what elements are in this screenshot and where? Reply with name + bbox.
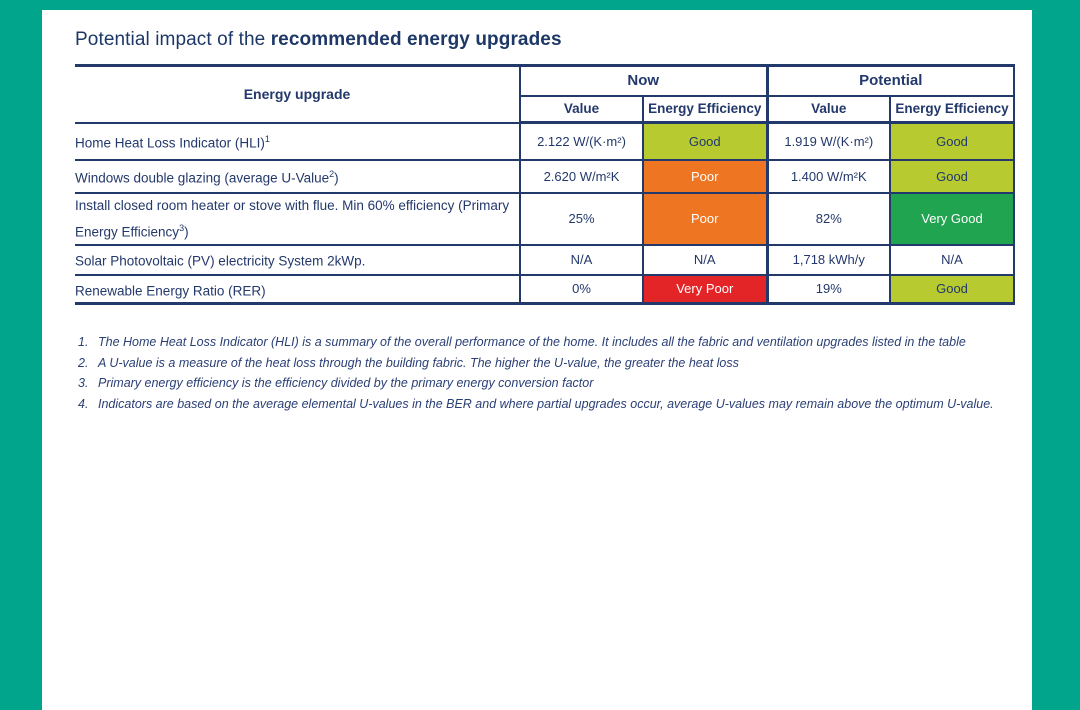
header-potential: Potential [765, 64, 1016, 97]
footnote-1: 1. The Home Heat Loss Indicator (HLI) is… [78, 335, 966, 349]
report-page: Potential impact of the recommended ener… [42, 10, 1032, 710]
row-label: Renewable Energy Ratio (RER) [75, 273, 521, 305]
table-row: Renewable Energy Ratio (RER) 0% Very Poo… [75, 273, 1016, 305]
potential-value: 1.919 W/(K·m²) [765, 121, 892, 161]
row-label: Solar Photovoltaic (PV) electricity Syst… [75, 243, 521, 276]
now-rating: Very Poor [641, 273, 769, 305]
header-now: Now [518, 64, 769, 97]
table-row: Solar Photovoltaic (PV) electricity Syst… [75, 243, 1016, 276]
potential-rating: Good [889, 273, 1016, 305]
table-group-header-row: Energy upgrade Now Potential [75, 64, 1016, 124]
now-rating: N/A [641, 243, 769, 276]
energy-upgrades-table: Energy upgrade Now Potential Value Energ… [75, 64, 1016, 305]
table-sub-header-row: Value Energy Efficiency Value Energy Eff… [75, 94, 1016, 124]
header-now-value: Value [519, 94, 644, 124]
table-row: Install closed room heater or stove with… [75, 191, 1016, 246]
now-value: N/A [519, 243, 644, 276]
row-label: Home Heat Loss Indicator (HLI)1 [75, 121, 521, 161]
footnote-2: 2. A U-value is a measure of the heat lo… [78, 355, 739, 370]
potential-value: 1,718 kWh/y [765, 243, 892, 276]
now-value: 2.122 W/(K·m²) [519, 121, 644, 161]
header-potential-value: Value [765, 94, 892, 124]
page-title: Potential impact of the recommended ener… [75, 29, 1032, 51]
now-value: 0% [519, 273, 644, 305]
potential-rating: Good [889, 158, 1016, 194]
page-title-bold: recommended energy upgrades [270, 29, 562, 50]
header-energy-upgrade: Energy upgrade [75, 64, 521, 124]
potential-value: 19% [765, 273, 892, 305]
potential-rating: N/A [889, 243, 1016, 276]
now-rating: Poor [641, 158, 769, 194]
table-row: Home Heat Loss Indicator (HLI)1 2.122 W/… [75, 121, 1016, 161]
row-label: Windows double glazing (average U-Value2… [75, 158, 521, 194]
now-rating: Good [641, 121, 769, 161]
potential-rating: Very Good [889, 191, 1016, 246]
potential-rating: Good [889, 121, 1016, 161]
footnote-4: 4. Indicators are based on the average e… [78, 396, 994, 411]
page-title-regular: Potential impact of the [75, 29, 271, 50]
now-value: 2.620 W/m²K [519, 158, 644, 194]
header-potential-energy-efficiency: Energy Efficiency [889, 94, 1016, 124]
footnote-3: 3. Primary energy efficiency is the effi… [78, 376, 594, 390]
now-value: 25% [519, 191, 644, 246]
footnotes: 1. The Home Heat Loss Indicator (HLI) is… [75, 332, 1005, 414]
potential-value: 82% [765, 191, 892, 246]
potential-value: 1.400 W/m²K [765, 158, 892, 194]
header-now-energy-efficiency: Energy Efficiency [641, 94, 769, 124]
row-label: Install closed room heater or stove with… [75, 191, 521, 246]
table-row: Windows double glazing (average U-Value2… [75, 158, 1016, 194]
now-rating: Poor [641, 191, 769, 246]
